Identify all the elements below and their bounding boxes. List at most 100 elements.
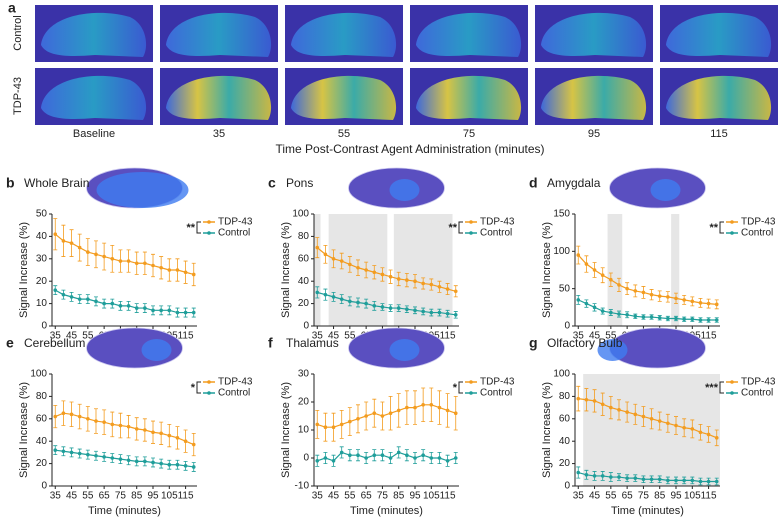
data-point xyxy=(126,304,131,308)
data-point xyxy=(69,412,74,417)
column-label: 35 xyxy=(213,128,225,140)
x-tick-label: 95 xyxy=(670,491,682,502)
legend-marker xyxy=(469,220,473,224)
y-tick-label: 100 xyxy=(553,246,570,257)
significance-label: ** xyxy=(448,222,457,234)
series-line xyxy=(317,451,456,462)
data-point xyxy=(396,408,401,413)
data-point xyxy=(53,448,58,452)
data-point xyxy=(666,478,670,483)
significance-label: ** xyxy=(709,222,718,234)
data-point xyxy=(134,261,139,266)
data-point xyxy=(380,305,385,309)
data-point xyxy=(364,268,368,272)
data-point xyxy=(625,313,629,317)
y-tick-label: 80 xyxy=(559,391,571,402)
x-tick-label: 95 xyxy=(147,491,159,502)
data-point xyxy=(86,250,90,254)
data-point xyxy=(453,456,458,460)
data-point xyxy=(657,315,662,320)
y-tick-label: -10 xyxy=(295,481,310,492)
data-point xyxy=(445,459,450,463)
data-point xyxy=(714,436,719,440)
legend-label: TDP-43 xyxy=(741,377,776,388)
x-tick-label: 75 xyxy=(638,491,650,502)
data-point xyxy=(592,268,597,272)
legend-marker xyxy=(469,391,473,395)
x-tick-label: 85 xyxy=(131,491,143,502)
data-point xyxy=(641,315,646,319)
brain-slice xyxy=(416,12,522,57)
data-point xyxy=(94,252,98,257)
row-label: TDP-43 xyxy=(12,77,24,115)
data-point xyxy=(657,419,662,423)
column-label: 95 xyxy=(588,128,600,140)
data-point xyxy=(331,295,336,299)
data-point xyxy=(592,399,597,403)
data-point xyxy=(143,306,147,310)
x-tick-label: 55 xyxy=(82,491,94,502)
data-point xyxy=(592,305,597,310)
data-point xyxy=(641,290,646,295)
data-point xyxy=(53,232,58,236)
data-point xyxy=(609,277,613,282)
data-point xyxy=(674,423,678,428)
data-point xyxy=(388,274,393,279)
y-tick-label: 100 xyxy=(292,209,309,220)
data-point xyxy=(323,292,328,297)
data-point xyxy=(159,308,163,313)
data-point xyxy=(405,307,409,312)
column-label: 75 xyxy=(463,128,475,140)
data-point xyxy=(625,476,629,480)
data-point xyxy=(167,308,172,313)
y-tick-label: 0 xyxy=(303,321,309,332)
chart-title: Cerebellum xyxy=(24,336,85,350)
significance-bracket xyxy=(719,381,724,394)
x-tick-label: 105 xyxy=(423,491,440,502)
data-point xyxy=(175,268,180,272)
x-tick-label: 115 xyxy=(178,491,194,502)
data-point xyxy=(102,254,106,259)
data-point xyxy=(167,268,172,272)
data-point xyxy=(413,279,417,284)
legend-marker xyxy=(730,220,734,224)
shaded-region xyxy=(583,374,720,486)
data-point xyxy=(576,253,581,257)
data-point xyxy=(53,288,58,292)
data-point xyxy=(641,414,646,419)
y-tick-label: 0 xyxy=(41,481,47,492)
y-tick-label: 80 xyxy=(36,391,48,402)
data-point xyxy=(151,430,155,435)
data-point xyxy=(183,270,188,275)
data-point xyxy=(167,462,172,467)
y-tick-label: 50 xyxy=(559,283,571,294)
y-tick-label: 0 xyxy=(564,321,570,332)
y-tick-label: 80 xyxy=(298,231,310,242)
data-point xyxy=(102,301,106,306)
y-tick-label: 20 xyxy=(298,397,310,408)
data-point xyxy=(592,474,597,478)
data-point xyxy=(94,299,98,304)
data-point xyxy=(183,464,188,468)
data-point xyxy=(61,449,66,454)
column-label: 115 xyxy=(710,128,728,140)
data-point xyxy=(191,310,196,315)
data-point xyxy=(674,296,678,301)
x-tick-label: 45 xyxy=(589,491,601,502)
chart-title: Thalamus xyxy=(286,336,339,350)
data-point xyxy=(649,477,654,482)
brain-region xyxy=(650,179,681,201)
data-point xyxy=(126,458,131,463)
brain-slice xyxy=(291,75,397,120)
panel-letter: d xyxy=(529,175,538,191)
data-point xyxy=(191,272,196,277)
data-point xyxy=(69,295,74,299)
data-point xyxy=(126,424,131,429)
x-tick-label: 115 xyxy=(440,331,456,342)
data-point xyxy=(339,297,344,301)
y-tick-label: 0 xyxy=(41,321,47,332)
y-tick-label: 10 xyxy=(36,298,48,309)
data-point xyxy=(183,439,188,444)
x-axis-title: Time (minutes) xyxy=(350,505,423,517)
